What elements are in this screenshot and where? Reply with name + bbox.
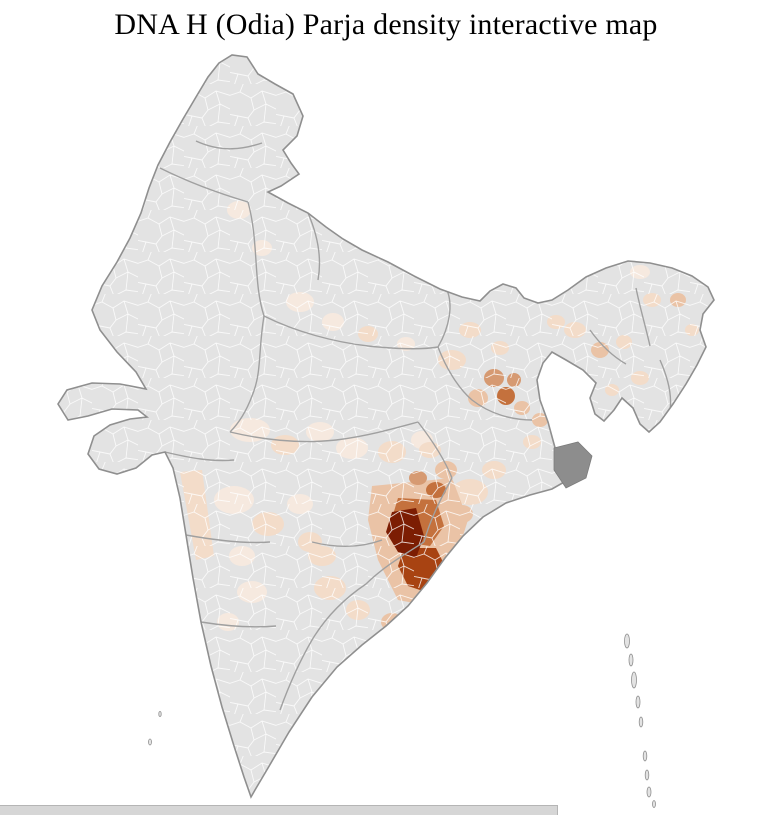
island xyxy=(644,769,650,781)
island xyxy=(642,750,648,762)
island xyxy=(646,786,652,798)
horizontal-scrollbar[interactable] xyxy=(0,805,558,815)
island xyxy=(652,800,656,808)
island xyxy=(158,711,162,717)
island xyxy=(628,653,634,667)
island xyxy=(635,695,641,709)
islands-group xyxy=(148,633,656,808)
island xyxy=(624,633,630,649)
island xyxy=(638,716,644,728)
external-region xyxy=(553,441,593,489)
india-outline xyxy=(57,54,715,799)
island xyxy=(148,738,152,746)
page-title: DNA H (Odia) Parja density interactive m… xyxy=(114,8,658,41)
island xyxy=(631,671,637,689)
